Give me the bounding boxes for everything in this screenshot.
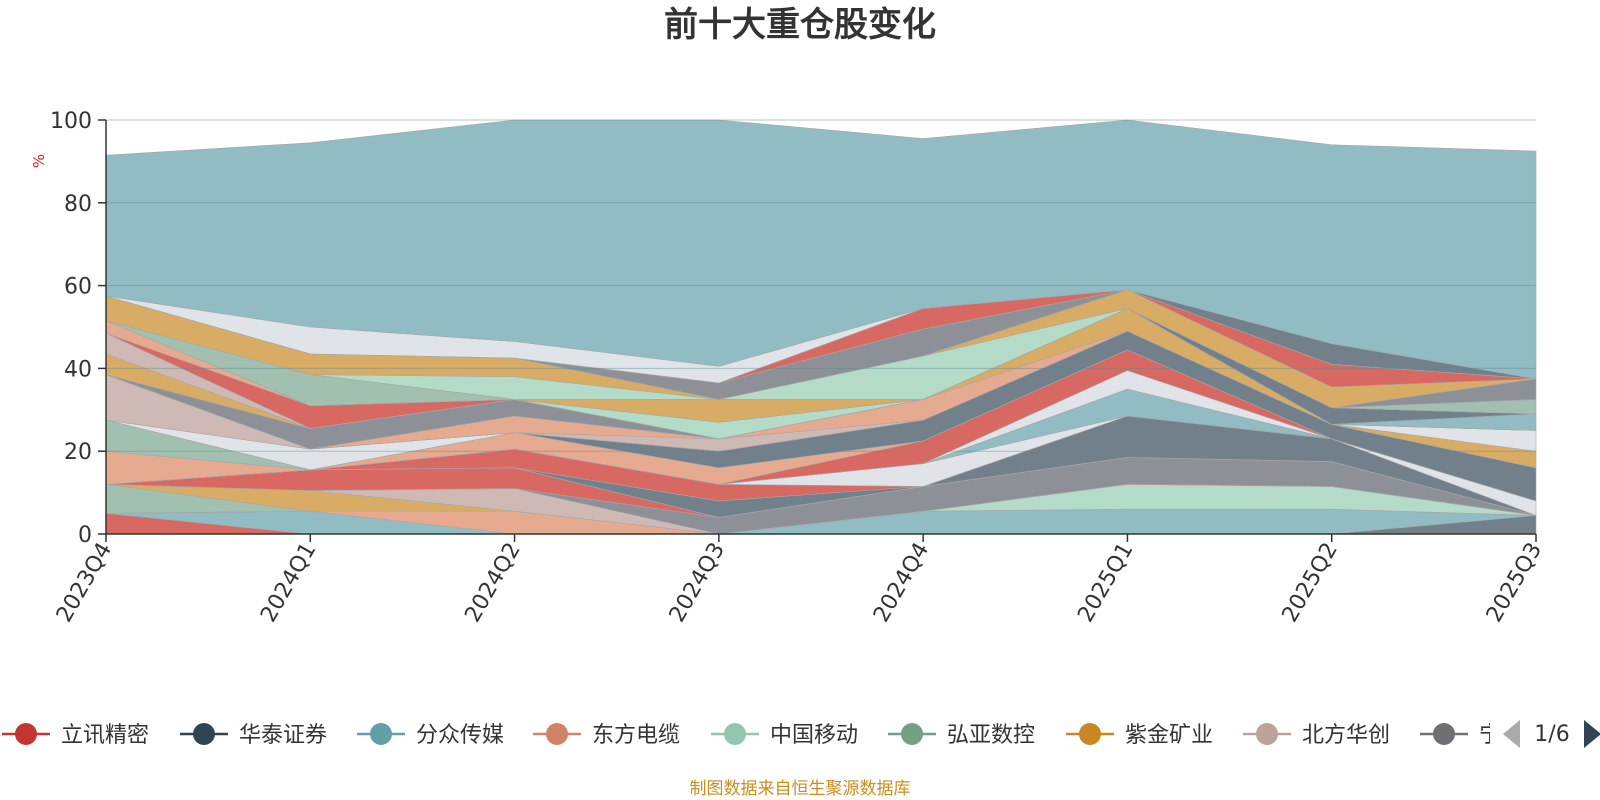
x-tick-label-0: 2023Q4	[52, 539, 117, 627]
y-tick-label-1: 20	[64, 440, 92, 465]
y-axis: 0 20 40 60 80 100	[50, 109, 107, 548]
y-tick-label-5: 100	[50, 109, 92, 134]
y-tick-label-4: 80	[64, 192, 92, 217]
legend-item-2[interactable]: 分众传媒	[357, 723, 504, 748]
x-tick-label-6: 2025Q2	[1278, 539, 1343, 627]
legend-marker-6	[1079, 723, 1101, 745]
legend-item-6[interactable]: 紫金矿业	[1066, 723, 1213, 748]
legend-label-4: 中国移动	[770, 723, 858, 748]
x-tick-label-1: 2024Q1	[256, 539, 321, 627]
legend-pager: 1/6	[1503, 720, 1600, 748]
legend-item-3[interactable]: 东方电缆	[533, 723, 680, 748]
legend-label-5: 弘亚数控	[947, 723, 1035, 748]
legend-label-6: 紫金矿业	[1125, 723, 1213, 748]
x-tick-label-2: 2024Q2	[460, 539, 525, 627]
chart-title: 前十大重仓股变化	[664, 5, 936, 45]
legend: 立讯精密 华泰证券 分众传媒 东方电缆 中国移动 弘亚数控 紫金矿业 北方华创 宁德时代	[2, 723, 1567, 748]
legend-next-icon[interactable]	[1584, 720, 1600, 748]
legend-marker-5	[901, 723, 923, 745]
legend-label-0: 立讯精密	[61, 723, 149, 748]
legend-item-5[interactable]: 弘亚数控	[888, 723, 1035, 748]
legend-marker-0	[15, 723, 37, 745]
legend-label-7: 北方华创	[1302, 723, 1390, 748]
legend-page-indicator: 1/6	[1534, 722, 1569, 747]
legend-marker-4	[724, 723, 746, 745]
legend-items: 立讯精密 华泰证券 分众传媒 东方电缆 中国移动 弘亚数控 紫金矿业 北方华创 宁德时代	[2, 723, 1567, 748]
x-axis: 2023Q4 2024Q1 2024Q2 2024Q3 2024Q4 2025Q1 2025…	[52, 533, 1547, 627]
area-series-43	[105, 119, 1537, 380]
source-note: 制图数据来自恒生聚源数据库	[690, 779, 911, 799]
legend-item-4[interactable]: 中国移动	[711, 723, 858, 748]
x-tick-label-3: 2024Q3	[665, 539, 730, 627]
y-tick-label-3: 60	[64, 275, 92, 300]
x-tick-label-7: 2025Q3	[1482, 539, 1547, 627]
x-tick-label-5: 2025Q1	[1073, 539, 1138, 627]
legend-marker-1	[193, 723, 215, 745]
y-axis-label: %	[30, 154, 48, 168]
legend-item-8[interactable]: 宁德时代	[1420, 723, 1567, 748]
x-tick-label-4: 2024Q4	[869, 539, 934, 627]
legend-item-7[interactable]: 北方华创	[1243, 723, 1390, 748]
legend-prev-icon[interactable]	[1503, 720, 1520, 748]
legend-label-3: 东方电缆	[592, 723, 680, 748]
y-tick-label-2: 40	[64, 357, 92, 382]
legend-item-0[interactable]: 立讯精密	[2, 723, 149, 748]
area-series-group	[105, 119, 1537, 535]
legend-marker-2	[370, 723, 392, 745]
legend-marker-7	[1256, 723, 1278, 745]
legend-item-1[interactable]: 华泰证券	[180, 723, 327, 748]
legend-marker-8	[1433, 723, 1455, 745]
legend-label-1: 华泰证券	[239, 723, 327, 748]
legend-label-8: 宁德时代	[1479, 723, 1567, 748]
gridlines	[106, 119, 1536, 452]
legend-marker-3	[546, 723, 568, 745]
legend-label-2: 分众传媒	[416, 723, 504, 748]
y-tick-label-0: 0	[78, 523, 92, 548]
